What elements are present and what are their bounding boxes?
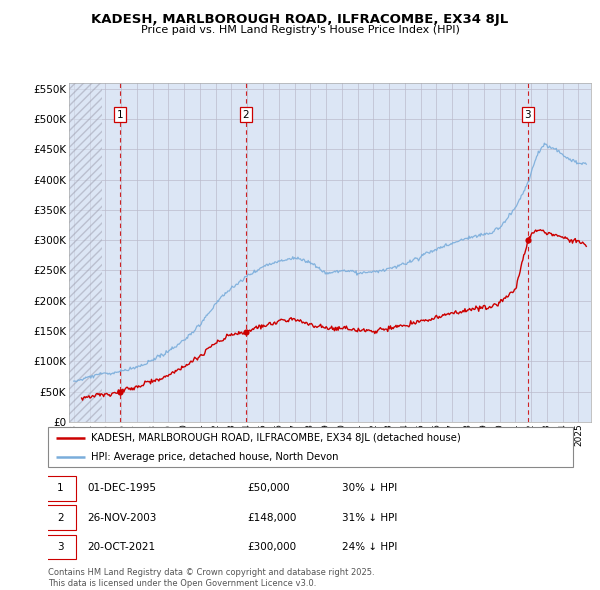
Point xyxy=(241,327,250,337)
Polygon shape xyxy=(69,83,102,422)
Text: 1: 1 xyxy=(116,110,123,120)
Text: 24% ↓ HPI: 24% ↓ HPI xyxy=(342,542,397,552)
Text: £300,000: £300,000 xyxy=(248,542,296,552)
Point xyxy=(115,387,125,396)
Text: 26-NOV-2003: 26-NOV-2003 xyxy=(88,513,157,523)
Text: 20-OCT-2021: 20-OCT-2021 xyxy=(88,542,155,552)
Text: 2: 2 xyxy=(57,513,64,523)
Text: £50,000: £50,000 xyxy=(248,483,290,493)
Text: 1: 1 xyxy=(57,483,64,493)
Text: Price paid vs. HM Land Registry's House Price Index (HPI): Price paid vs. HM Land Registry's House … xyxy=(140,25,460,35)
Text: 3: 3 xyxy=(57,542,64,552)
Text: HPI: Average price, detached house, North Devon: HPI: Average price, detached house, Nort… xyxy=(91,453,338,462)
Text: KADESH, MARLBOROUGH ROAD, ILFRACOMBE, EX34 8JL (detached house): KADESH, MARLBOROUGH ROAD, ILFRACOMBE, EX… xyxy=(91,434,461,444)
Text: £148,000: £148,000 xyxy=(248,513,297,523)
FancyBboxPatch shape xyxy=(48,427,573,467)
FancyBboxPatch shape xyxy=(46,476,76,501)
FancyBboxPatch shape xyxy=(46,535,76,559)
Text: 01-DEC-1995: 01-DEC-1995 xyxy=(88,483,157,493)
Point xyxy=(523,235,533,245)
Text: 30% ↓ HPI: 30% ↓ HPI xyxy=(342,483,397,493)
Text: 2: 2 xyxy=(242,110,249,120)
FancyBboxPatch shape xyxy=(46,506,76,530)
Text: 31% ↓ HPI: 31% ↓ HPI xyxy=(342,513,397,523)
Text: KADESH, MARLBOROUGH ROAD, ILFRACOMBE, EX34 8JL: KADESH, MARLBOROUGH ROAD, ILFRACOMBE, EX… xyxy=(91,13,509,26)
Text: Contains HM Land Registry data © Crown copyright and database right 2025.
This d: Contains HM Land Registry data © Crown c… xyxy=(48,568,374,588)
Text: 3: 3 xyxy=(524,110,531,120)
